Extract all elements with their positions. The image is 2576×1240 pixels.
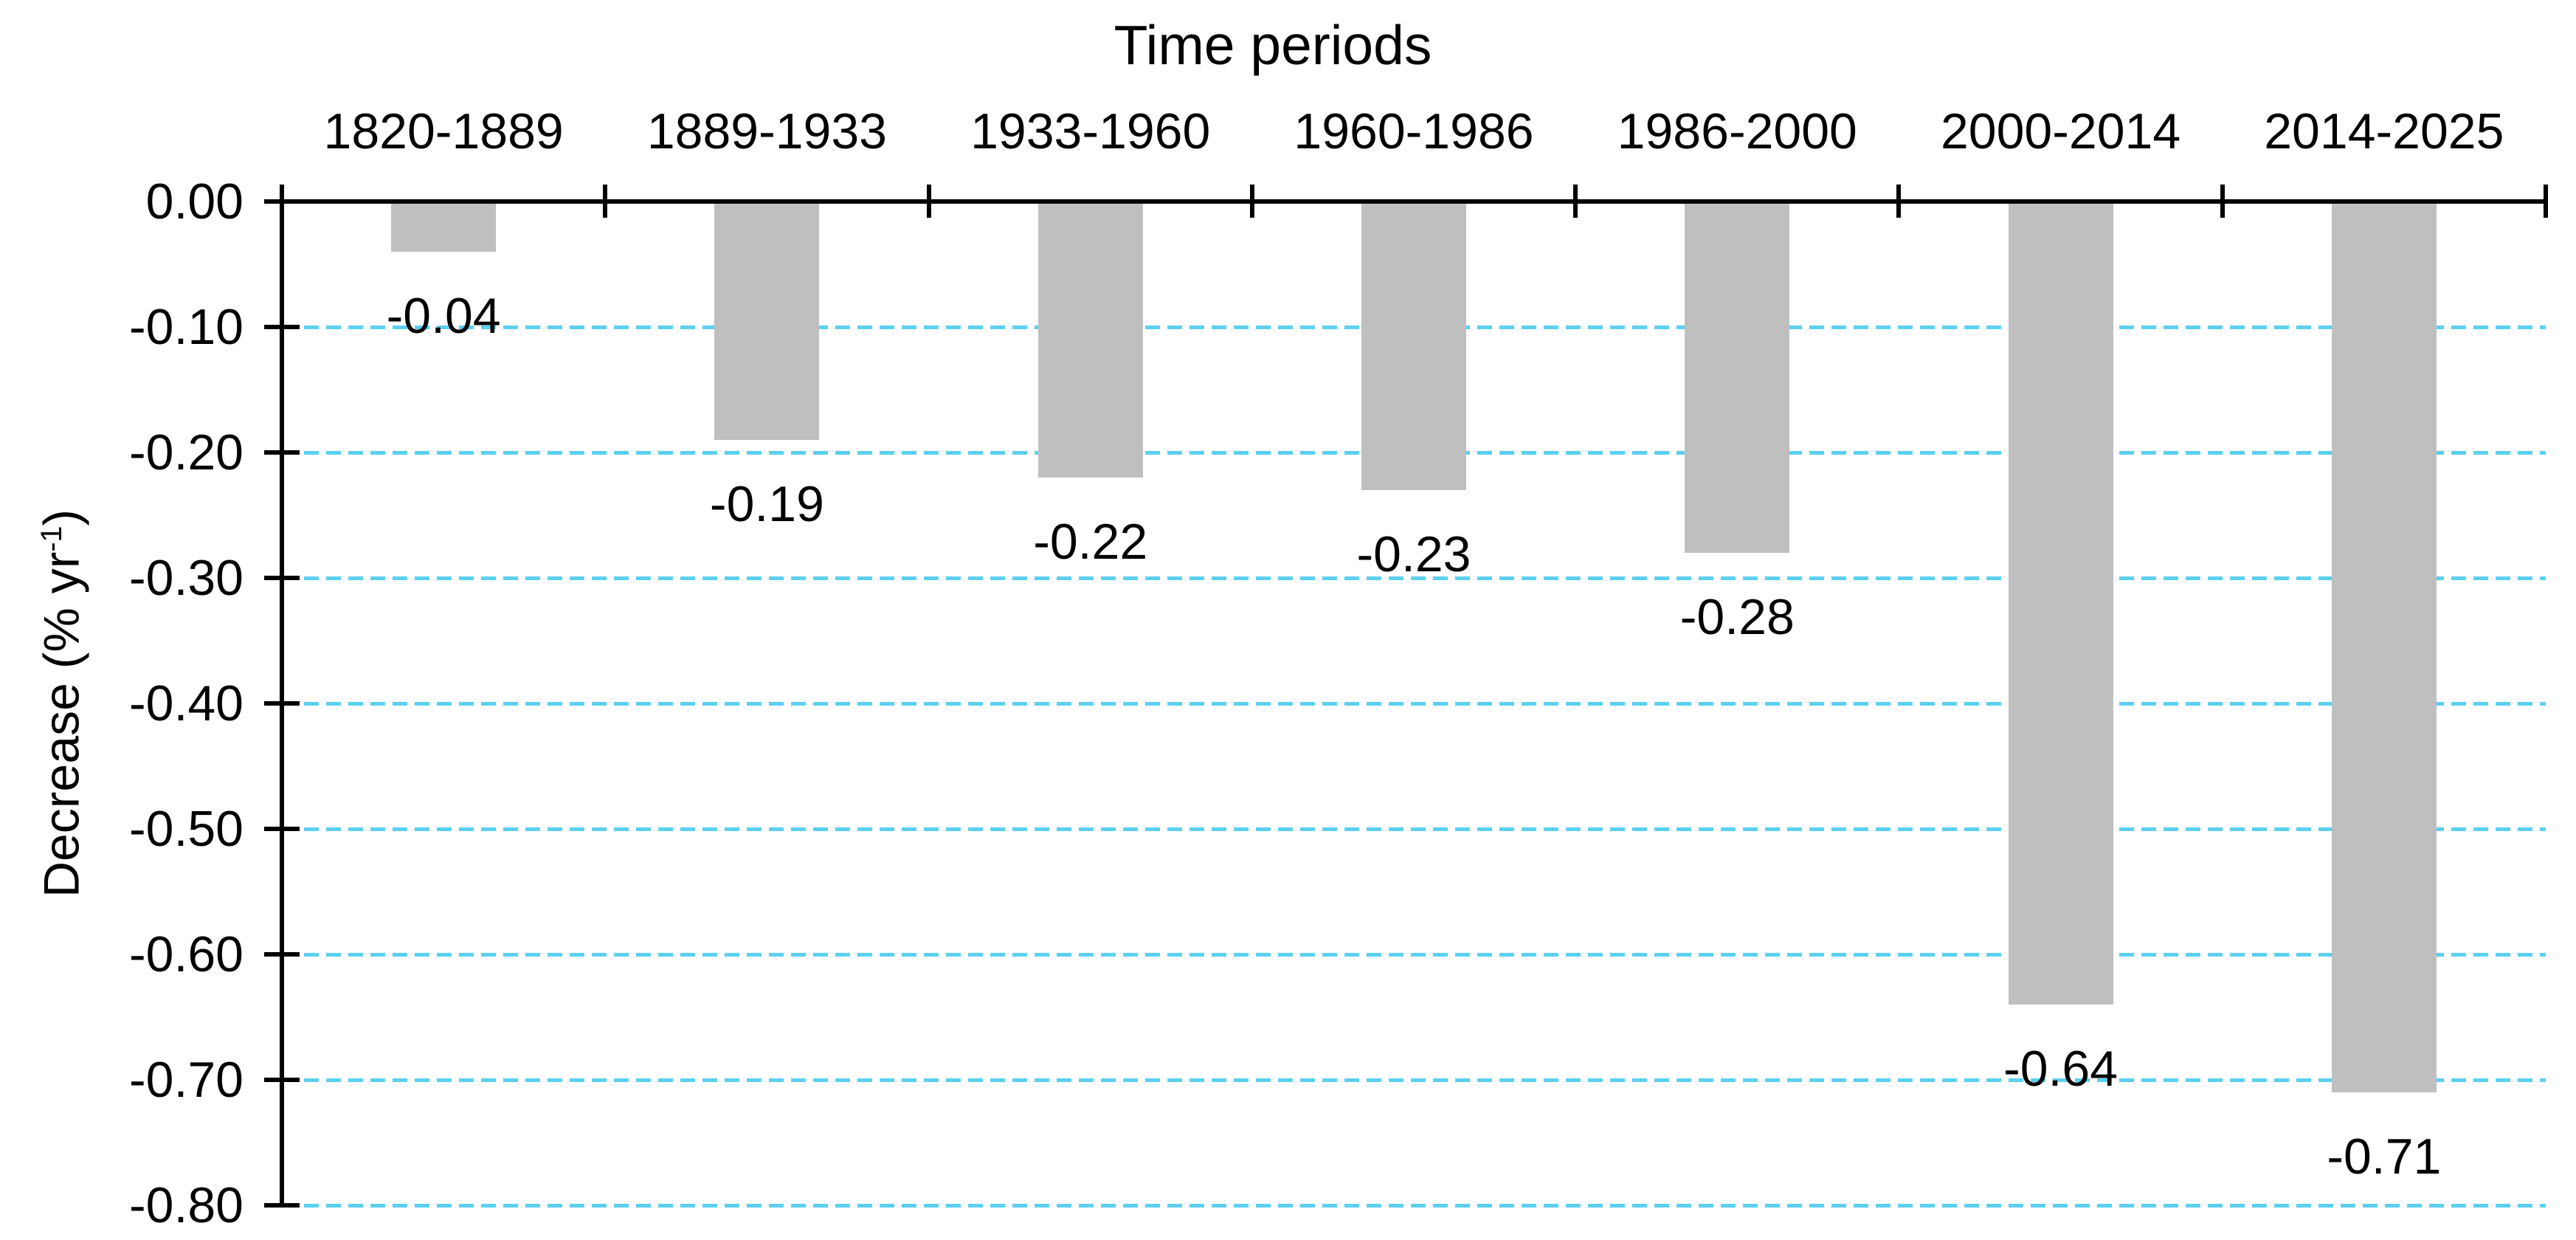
bar-value-label: -0.04 xyxy=(386,288,501,344)
x-category-label: 1986-2000 xyxy=(1617,103,1857,159)
y-axis-tick-label: -0.20 xyxy=(129,424,244,480)
y-axis-tick xyxy=(264,1078,300,1082)
bar xyxy=(2331,202,2437,1092)
y-axis-line xyxy=(280,185,284,1208)
bar-value-label: -0.71 xyxy=(2327,1129,2442,1185)
y-axis-tick-label: -0.40 xyxy=(129,675,244,731)
x-category-label: 2014-2025 xyxy=(2264,103,2504,159)
y-axis-tick-label: -0.10 xyxy=(129,299,244,355)
y-axis-tick-label: 0.00 xyxy=(145,173,244,230)
y-axis-tick xyxy=(264,827,300,831)
y-axis-tick-label: -0.80 xyxy=(129,1177,244,1233)
x-axis-tick xyxy=(926,185,931,218)
x-category-label: 2000-2014 xyxy=(1940,103,2181,159)
bar xyxy=(1361,202,1466,490)
x-category-label: 1960-1986 xyxy=(1294,103,1534,159)
bar-value-label: -0.23 xyxy=(1356,526,1471,582)
x-axis-tick xyxy=(603,185,608,218)
gridline xyxy=(282,1078,2546,1082)
bar xyxy=(391,202,497,252)
y-axis-tick xyxy=(264,701,300,706)
y-axis-tick-label: -0.30 xyxy=(129,550,244,606)
y-axis-tick-label: -0.70 xyxy=(129,1052,244,1108)
gridline xyxy=(282,576,2546,580)
bar-value-label: -0.28 xyxy=(1679,589,1795,645)
chart-title: Time periods xyxy=(1113,14,1432,76)
bar xyxy=(1037,202,1143,478)
x-axis-tick xyxy=(1249,185,1254,218)
x-axis-tick xyxy=(1896,185,1902,218)
x-axis-line xyxy=(264,199,2546,204)
bar-value-label: -0.22 xyxy=(1033,514,1148,570)
gridline xyxy=(282,1204,2546,1208)
x-category-label: 1820-1889 xyxy=(323,103,564,159)
y-axis-tick xyxy=(264,450,300,455)
y-axis-tick-label: -0.50 xyxy=(129,801,244,857)
gridline xyxy=(282,953,2546,957)
bar xyxy=(2008,202,2113,1005)
gridline xyxy=(282,702,2546,706)
y-axis-tick xyxy=(264,576,300,580)
x-axis-tick xyxy=(2220,185,2225,218)
y-axis-tick xyxy=(264,199,300,204)
bar xyxy=(714,202,820,440)
gridline xyxy=(282,827,2546,831)
bar-value-label: -0.19 xyxy=(709,476,824,532)
bar-value-label: -0.64 xyxy=(2003,1041,2119,1097)
x-category-label: 1889-1933 xyxy=(646,103,888,159)
x-category-label: 1933-1960 xyxy=(970,103,1211,159)
x-axis-tick xyxy=(1573,185,1578,218)
x-axis-tick xyxy=(2544,185,2548,218)
y-axis-tick xyxy=(264,325,300,329)
y-axis-tick xyxy=(264,1203,300,1208)
y-axis-title-close-paren: ) xyxy=(33,509,90,526)
y-axis-tick-label: -0.60 xyxy=(129,926,244,982)
y-axis-tick xyxy=(264,952,300,957)
bar xyxy=(1685,202,1790,553)
